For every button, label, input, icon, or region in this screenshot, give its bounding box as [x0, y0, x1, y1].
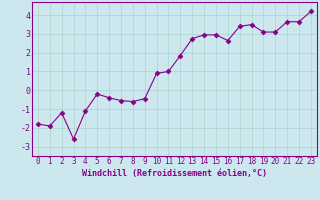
X-axis label: Windchill (Refroidissement éolien,°C): Windchill (Refroidissement éolien,°C): [82, 169, 267, 178]
